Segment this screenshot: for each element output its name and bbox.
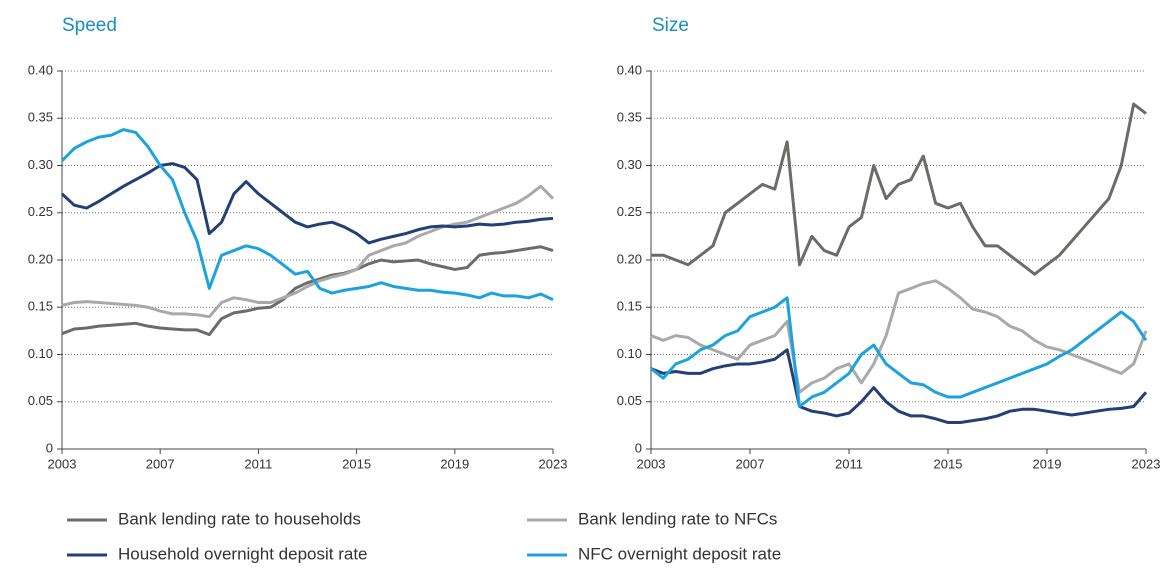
- y-tick-label: 0.25: [617, 204, 642, 219]
- series-line: [61, 245, 554, 337]
- x-tick-label: 2019: [440, 456, 469, 471]
- x-tick-label: 2007: [736, 456, 765, 471]
- y-tick-label: 0.20: [617, 251, 642, 266]
- legend-label: Household overnight deposit rate: [118, 544, 368, 563]
- y-tick-label: 0.15: [28, 299, 53, 314]
- x-tick-label: 2011: [835, 456, 863, 471]
- y-tick-label: 0.40: [28, 62, 53, 77]
- series-line: [651, 102, 1147, 276]
- chart-title: Size: [652, 15, 689, 36]
- y-tick-label: 0.30: [28, 157, 53, 172]
- x-tick-label: 2019: [1033, 456, 1062, 471]
- y-tick-label: 0.10: [28, 346, 53, 361]
- y-tick-label: 0.40: [617, 62, 642, 77]
- series-line: [650, 296, 1148, 408]
- y-tick-label: 0.25: [28, 204, 53, 219]
- x-tick-label: 2011: [244, 456, 272, 471]
- series-line: [60, 162, 554, 245]
- chart-title: Speed: [62, 15, 117, 36]
- y-tick-label: 0.15: [617, 299, 642, 314]
- series-line: [650, 348, 1148, 425]
- x-tick-label: 2015: [934, 456, 963, 471]
- x-tick-label: 2007: [146, 456, 175, 471]
- series-line: [650, 279, 1148, 394]
- x-tick-label: 2023: [539, 456, 568, 471]
- legend-label: NFC overnight deposit rate: [578, 544, 781, 563]
- y-tick-label: 0.30: [617, 157, 642, 172]
- legend-label: Bank lending rate to households: [118, 509, 361, 528]
- x-tick-label: 2003: [48, 456, 77, 471]
- x-tick-label: 2003: [637, 456, 666, 471]
- y-tick-label: 0.35: [617, 110, 642, 125]
- series-line: [61, 184, 555, 319]
- y-tick-label: 0: [46, 440, 53, 455]
- y-tick-label: 0.05: [28, 393, 53, 408]
- series-line: [60, 128, 554, 302]
- y-tick-label: 0.35: [28, 110, 53, 125]
- legend-label: Bank lending rate to NFCs: [578, 509, 777, 528]
- x-tick-label: 2015: [342, 456, 371, 471]
- y-tick-label: 0: [635, 440, 642, 455]
- y-tick-label: 0.05: [617, 393, 642, 408]
- y-tick-label: 0.20: [28, 251, 53, 266]
- x-tick-label: 2023: [1132, 456, 1161, 471]
- y-tick-label: 0.10: [617, 346, 642, 361]
